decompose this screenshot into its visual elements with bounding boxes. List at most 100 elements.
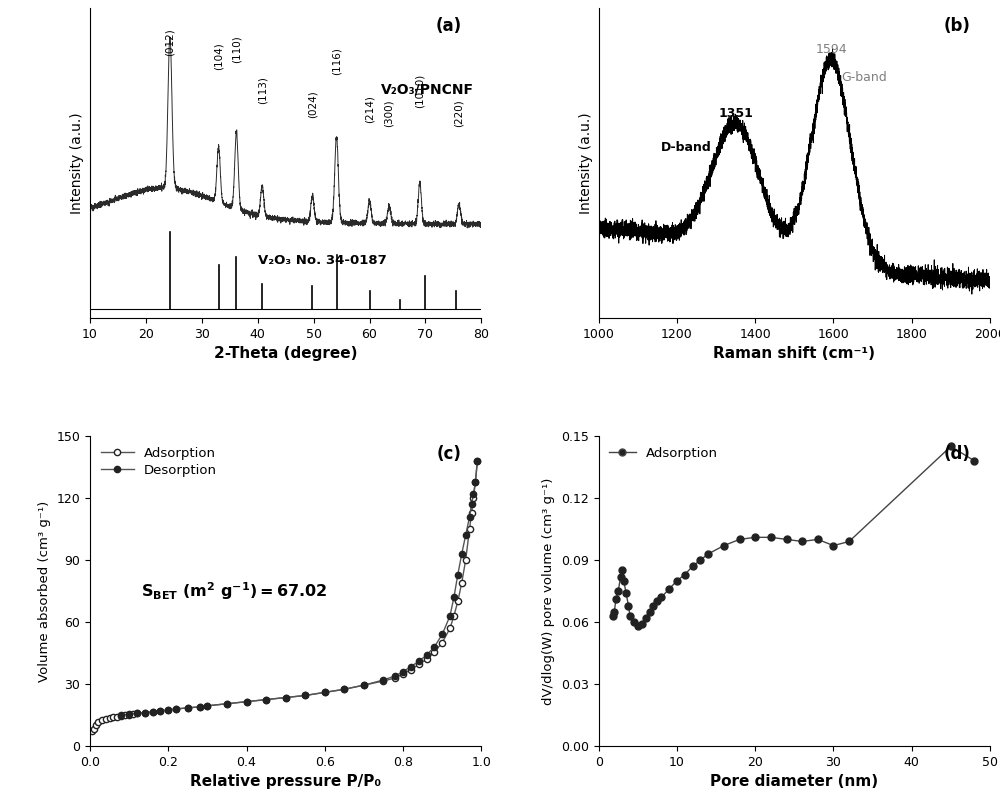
Desorption <box>466 500 478 509</box>
X-axis label: Raman shift (cm⁻¹): Raman shift (cm⁻¹) <box>713 346 875 362</box>
Text: 1351: 1351 <box>719 108 753 121</box>
Desorption <box>452 569 464 579</box>
Desorption <box>389 671 401 680</box>
Text: (b): (b) <box>944 17 970 36</box>
Y-axis label: Intensity (a.u.): Intensity (a.u.) <box>70 113 84 214</box>
Text: (220): (220) <box>454 100 464 127</box>
Y-axis label: dV/dlog(W) pore volume (cm³ g⁻¹): dV/dlog(W) pore volume (cm³ g⁻¹) <box>542 478 555 705</box>
Text: (113): (113) <box>257 75 267 104</box>
Adsorption <box>467 493 479 503</box>
Adsorption <box>96 715 108 725</box>
Adsorption <box>389 673 401 683</box>
Adsorption <box>162 705 174 714</box>
Adsorption <box>428 647 440 657</box>
Desorption <box>377 675 389 684</box>
Adsorption <box>319 688 331 697</box>
Adsorption <box>460 556 472 565</box>
Y-axis label: Volume absorbed (cm³ g⁻¹): Volume absorbed (cm³ g⁻¹) <box>38 500 51 682</box>
Text: (300): (300) <box>384 100 394 127</box>
Desorption <box>182 703 194 713</box>
Line: Adsorption: Adsorption <box>89 457 481 734</box>
Adsorption <box>405 665 417 675</box>
Adsorption <box>115 711 127 721</box>
Adsorption <box>241 697 253 706</box>
Desorption <box>358 680 370 690</box>
Desorption <box>413 656 425 666</box>
Adsorption <box>452 597 464 607</box>
Adsorption <box>194 702 206 712</box>
Adsorption <box>280 693 292 702</box>
Adsorption <box>221 699 233 709</box>
Desorption <box>405 662 417 672</box>
Adsorption <box>111 712 123 722</box>
Adsorption <box>436 638 448 648</box>
Desorption <box>201 701 213 710</box>
Adsorption <box>154 706 166 716</box>
Text: (a): (a) <box>436 17 462 36</box>
Adsorption <box>377 676 389 686</box>
X-axis label: Relative pressure P/P₀: Relative pressure P/P₀ <box>190 775 381 789</box>
Text: (012): (012) <box>165 28 175 56</box>
Adsorption <box>444 624 456 633</box>
Desorption <box>280 693 292 702</box>
Desorption <box>162 705 174 714</box>
Legend: Adsorption, Desorption: Adsorption, Desorption <box>97 443 221 480</box>
X-axis label: 2-Theta (degree): 2-Theta (degree) <box>214 346 357 362</box>
Adsorption <box>86 726 98 736</box>
Adsorption <box>448 611 460 620</box>
Adsorption <box>107 712 119 722</box>
Adsorption <box>139 708 151 718</box>
Text: (024): (024) <box>307 90 317 118</box>
Adsorption <box>170 704 182 714</box>
Adsorption <box>123 710 135 719</box>
Line: Desorption: Desorption <box>118 457 481 719</box>
Adsorption <box>92 718 104 727</box>
Desorption <box>241 697 253 706</box>
Desorption <box>338 684 350 694</box>
Text: V₂O₃/PNCNF: V₂O₃/PNCNF <box>381 82 474 97</box>
Text: G-band: G-band <box>841 71 887 84</box>
Text: V₂O₃ No. 34-0187: V₂O₃ No. 34-0187 <box>258 255 386 268</box>
Adsorption <box>260 695 272 705</box>
Desorption <box>397 667 409 676</box>
Adsorption <box>131 709 143 719</box>
Adsorption <box>299 691 311 701</box>
Desorption <box>456 549 468 559</box>
Desorption <box>444 611 456 620</box>
Text: (104): (104) <box>214 42 224 70</box>
Adsorption <box>456 578 468 588</box>
Adsorption <box>469 477 481 487</box>
Desorption <box>299 691 311 701</box>
Text: (116): (116) <box>332 47 342 75</box>
Adsorption <box>100 714 112 724</box>
Text: (c): (c) <box>437 445 462 463</box>
Legend: Adsorption: Adsorption <box>605 443 722 464</box>
Adsorption <box>466 508 478 517</box>
Desorption <box>154 706 166 716</box>
Desorption <box>428 642 440 652</box>
Desorption <box>467 489 479 499</box>
Desorption <box>471 456 483 466</box>
Desorption <box>221 699 233 709</box>
Desorption <box>194 702 206 712</box>
Adsorption <box>90 721 102 731</box>
Adsorption <box>421 654 433 664</box>
Adsorption <box>471 456 483 466</box>
Text: (d): (d) <box>944 445 970 463</box>
Adsorption <box>88 723 100 733</box>
Desorption <box>115 710 127 720</box>
Adsorption <box>413 659 425 669</box>
Text: D-band: D-band <box>661 141 712 154</box>
Desorption <box>421 650 433 660</box>
Adsorption <box>147 707 159 717</box>
Desorption <box>464 512 476 521</box>
Desorption <box>448 592 460 602</box>
Desorption <box>460 530 472 540</box>
Adsorption <box>119 710 131 720</box>
Desorption <box>170 704 182 714</box>
Adsorption <box>201 701 213 710</box>
Adsorption <box>397 669 409 679</box>
Adsorption <box>104 714 116 723</box>
Adsorption <box>358 680 370 690</box>
Desorption <box>139 708 151 718</box>
